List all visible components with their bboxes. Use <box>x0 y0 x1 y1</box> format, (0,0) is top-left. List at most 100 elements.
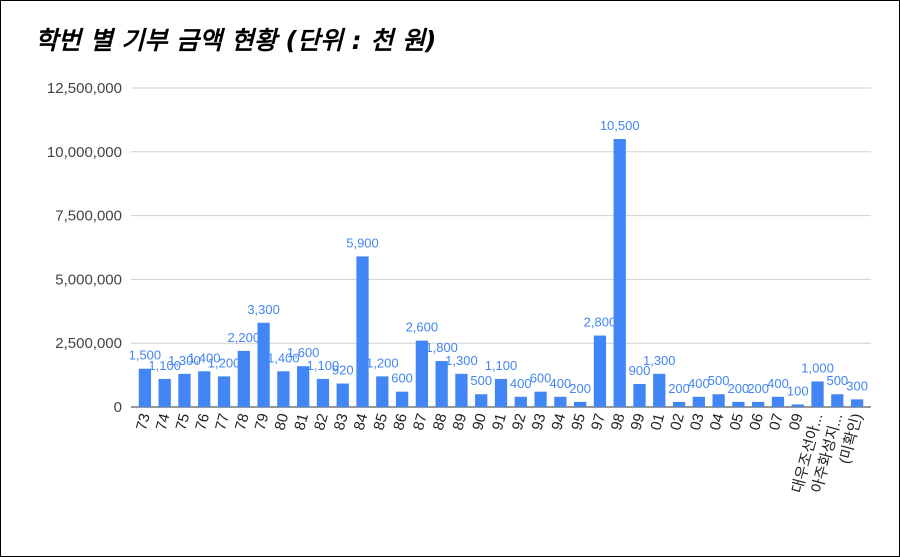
bar <box>831 394 844 407</box>
bar <box>257 322 270 407</box>
x-category-label: 76 <box>192 412 213 433</box>
data-label: 200 <box>569 381 591 396</box>
data-label: 1,100 <box>148 358 181 373</box>
x-category-label: 83 <box>331 412 352 433</box>
x-category-label: 05 <box>727 412 748 433</box>
bar <box>791 404 804 407</box>
bar <box>138 368 152 407</box>
x-category-label: 98 <box>608 412 629 433</box>
y-tick-label: 2,500,000 <box>55 335 122 352</box>
x-category-label: 06 <box>746 412 767 433</box>
bar <box>534 391 547 407</box>
data-label: 500 <box>708 373 730 388</box>
x-category-label: 99 <box>628 412 649 433</box>
y-tick-label: 5,000,000 <box>55 271 122 288</box>
bar <box>653 373 666 407</box>
bar <box>217 376 231 407</box>
x-category-label: 81 <box>291 412 312 433</box>
data-label: 5,900 <box>346 235 379 250</box>
data-label: 1,300 <box>643 353 676 368</box>
data-label: 10,500 <box>600 118 640 133</box>
bar <box>613 139 626 408</box>
bar <box>198 371 211 407</box>
data-label: 400 <box>688 376 710 391</box>
x-category-label: 89 <box>450 412 471 433</box>
x-category-label: 78 <box>232 412 253 433</box>
bar <box>178 373 191 407</box>
bar <box>712 394 725 407</box>
x-category-label: 97 <box>588 412 609 433</box>
bars <box>138 139 864 408</box>
bar <box>574 401 587 407</box>
bar <box>455 373 468 407</box>
x-category-label: 07 <box>766 412 787 433</box>
x-category-label: 02 <box>667 412 688 433</box>
bar <box>297 366 310 407</box>
x-category-label: 86 <box>390 412 411 433</box>
gridlines <box>131 87 871 408</box>
data-label: 1,100 <box>485 358 518 373</box>
data-label: 1,200 <box>366 355 399 370</box>
x-category-label: 94 <box>548 412 569 433</box>
bar <box>316 378 330 407</box>
bar <box>850 399 864 407</box>
x-category-label: 87 <box>410 412 431 433</box>
data-label: 100 <box>787 383 809 398</box>
bar <box>415 340 428 407</box>
x-category-label: 82 <box>311 412 332 433</box>
bar <box>158 378 171 407</box>
x-category-label: 85 <box>370 412 391 433</box>
data-label: 200 <box>728 381 750 396</box>
bar <box>494 378 508 407</box>
data-label: 900 <box>629 363 651 378</box>
bar <box>435 361 448 407</box>
data-label: 1,500 <box>129 348 162 363</box>
data-label: 400 <box>767 376 789 391</box>
x-category-label: 80 <box>272 412 293 433</box>
data-label: 2,800 <box>584 315 617 330</box>
data-label: 400 <box>549 376 571 391</box>
x-category-label: 03 <box>687 412 708 433</box>
bar <box>395 391 409 407</box>
y-tick-label: 7,500,000 <box>55 208 122 225</box>
x-category-label: 04 <box>707 412 728 433</box>
bar <box>514 396 527 407</box>
data-label: 1,300 <box>168 353 201 368</box>
y-tick-label: 12,500,000 <box>47 80 122 97</box>
bar <box>633 384 646 407</box>
bar <box>771 396 785 407</box>
x-category-label: 79 <box>252 412 273 433</box>
x-category-label: 90 <box>469 412 490 433</box>
data-label: 3,300 <box>247 302 280 317</box>
bar <box>811 381 824 407</box>
data-label: 1,200 <box>208 355 241 370</box>
data-label: 1,400 <box>267 350 300 365</box>
data-label: 600 <box>391 371 413 386</box>
data-labels: 1,5001,1001,3001,4001,2002,2003,3001,400… <box>129 118 868 398</box>
data-label: 500 <box>826 373 848 388</box>
data-label: 1,600 <box>287 345 320 360</box>
x-category-label: 73 <box>133 412 154 433</box>
data-label: 600 <box>530 371 552 386</box>
bar <box>593 335 607 407</box>
x-category-label: 92 <box>509 412 530 433</box>
x-category-label: 93 <box>529 412 550 433</box>
x-category-label: 09 <box>786 412 807 433</box>
data-label: 2,600 <box>406 320 439 335</box>
bar <box>376 376 389 407</box>
data-label: 1,400 <box>188 350 221 365</box>
data-label: 1,000 <box>801 360 834 375</box>
x-category-label: 75 <box>173 412 194 433</box>
x-category-label: 74 <box>153 412 174 433</box>
bar <box>356 256 369 407</box>
bar <box>277 371 290 407</box>
x-category-label: 84 <box>351 412 372 433</box>
y-axis-ticks: 0 2,500,000 5,000,000 7,500,000 10,000,000 12… <box>47 80 122 416</box>
bar <box>692 396 705 407</box>
data-label: 400 <box>510 376 532 391</box>
data-label: 1,100 <box>307 358 340 373</box>
x-category-label: 01 <box>647 412 668 433</box>
bar <box>237 350 250 407</box>
